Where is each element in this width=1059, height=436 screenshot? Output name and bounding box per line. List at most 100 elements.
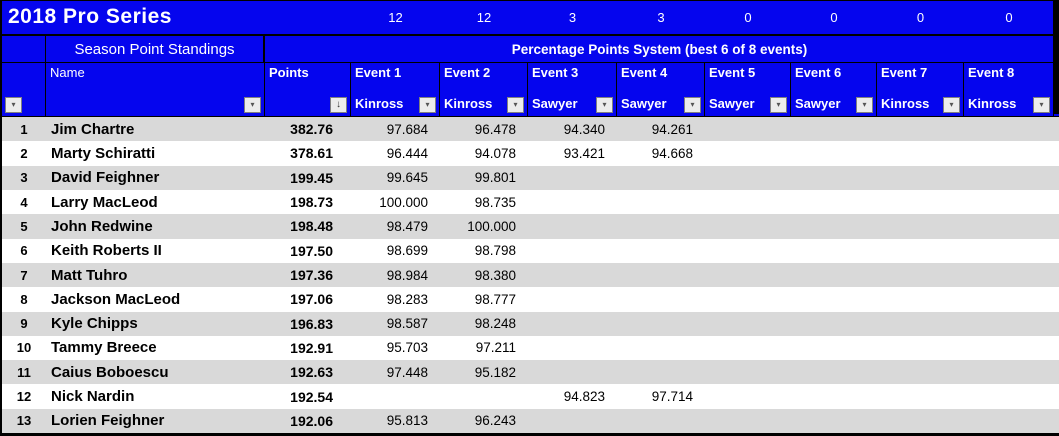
event-score-cell — [964, 312, 1054, 336]
player-name-cell: Kyle Chipps — [51, 315, 138, 333]
event-score-cell: 99.801 — [474, 170, 516, 186]
event-score-cell — [617, 263, 705, 287]
header-right-border — [1053, 1, 1059, 114]
event-score-cell — [791, 360, 877, 384]
points-column-header: Points ↓ — [265, 63, 351, 116]
event-filter-button[interactable]: ▾ — [507, 97, 524, 113]
event-score-cell — [617, 287, 705, 311]
column-header-row: ▾ Name ▾ Points ↓ Event 1 Kinross ▾ Event 2… — [2, 63, 1059, 117]
event-filter-button[interactable]: ▾ — [1033, 97, 1050, 113]
event-filter-button[interactable]: ▾ — [684, 97, 701, 113]
points-cell: 192.91 — [290, 339, 333, 356]
event-score-cell: 97.714 — [651, 389, 693, 405]
event-score-cell: 98.984 — [386, 267, 428, 283]
event-score-cell — [964, 384, 1054, 408]
event-entry-count: 3 — [568, 10, 577, 25]
rank-cell: 3 — [20, 170, 28, 186]
event-filter-button[interactable]: ▾ — [419, 97, 436, 113]
event-score-cell — [791, 141, 877, 165]
event-filter-button[interactable]: ▾ — [596, 97, 613, 113]
event-score-cell — [791, 336, 877, 360]
table-row: 3 David Feighner 199.45 99.645 99.801 — [2, 165, 1059, 190]
points-column-label: Points — [269, 65, 309, 80]
event-score-cell — [964, 166, 1054, 190]
rank-cell: 11 — [17, 364, 31, 380]
event-score-cell — [791, 239, 877, 263]
event-score-cell — [528, 239, 617, 263]
event-score-cell — [877, 117, 964, 141]
event-score-cell — [877, 214, 964, 238]
row-edge-spacer — [1054, 409, 1059, 433]
table-row: 2 Marty Schiratti 378.61 96.444 94.078 93.421… — [2, 141, 1059, 166]
event-filter-button[interactable]: ▾ — [770, 97, 787, 113]
event-entry-count: 12 — [476, 10, 492, 25]
points-sort-filter-button[interactable]: ↓ — [330, 97, 347, 113]
event-score-cell — [964, 360, 1054, 384]
player-name-cell: Matt Tuhro — [51, 266, 128, 284]
player-name-cell: Jackson MacLeod — [51, 290, 181, 308]
event-score-cell: 97.448 — [386, 364, 428, 380]
event-label: Event 3 — [532, 65, 579, 80]
event-score-cell: 94.261 — [651, 121, 693, 137]
table-row: 4 Larry MacLeod 198.73 100.000 98.735 — [2, 189, 1059, 215]
event-score-cell: 95.182 — [474, 364, 516, 380]
event-score-cell — [964, 214, 1054, 238]
event-entry-count: 0 — [744, 10, 752, 25]
event-label: Event 5 — [709, 65, 756, 80]
points-cell: 192.63 — [290, 364, 333, 381]
event-score-cell: 95.703 — [386, 340, 428, 356]
event-label: Event 2 — [444, 65, 491, 80]
points-cell: 192.06 — [290, 412, 333, 429]
rank-cell: 8 — [20, 291, 28, 307]
filter-arrow-icon: ▾ — [11, 100, 16, 109]
player-name-cell: Tammy Breece — [51, 339, 157, 357]
event-score-cell — [877, 166, 964, 190]
table-row: 10 Tammy Breece 192.91 95.703 97.211 — [2, 335, 1059, 361]
event-column-header: Event 4 Sawyer ▾ — [617, 63, 705, 116]
points-cell: 197.06 — [290, 291, 333, 308]
filter-arrow-icon: ▾ — [250, 100, 255, 109]
table-row: 11 Caius Boboescu 192.63 97.448 95.182 — [2, 360, 1059, 385]
filter-arrow-icon: ▾ — [949, 100, 954, 109]
event-score-cell: 96.243 — [474, 413, 516, 429]
event-score-cell — [617, 239, 705, 263]
event-column-header: Event 8 Kinross ▾ — [964, 63, 1054, 116]
event-score-cell — [964, 263, 1054, 287]
event-score-cell — [964, 336, 1054, 360]
event-column-header: Event 1 Kinross ▾ — [351, 63, 440, 116]
event-score-cell — [528, 336, 617, 360]
rank-cell: 10 — [16, 340, 32, 356]
event-score-cell — [351, 384, 440, 408]
rank-cell: 6 — [20, 243, 28, 259]
event-score-cell — [705, 141, 791, 165]
event-score-cell — [705, 166, 791, 190]
event-score-cell — [877, 336, 964, 360]
event-filter-button[interactable]: ▾ — [943, 97, 960, 113]
event-label: Event 8 — [968, 65, 1015, 80]
event-score-cell: 97.211 — [475, 340, 516, 356]
table-row: 9 Kyle Chipps 196.83 98.587 98.248 — [2, 311, 1059, 336]
row-edge-spacer — [1054, 190, 1059, 214]
points-cell: 382.76 — [290, 121, 333, 138]
event-score-cell — [705, 287, 791, 311]
event-score-cell — [877, 312, 964, 336]
event-score-cell: 95.813 — [386, 413, 428, 429]
table-row: 13 Lorien Feighner 192.06 95.813 96.243 — [2, 408, 1059, 433]
event-venue-label: Sawyer — [709, 96, 755, 111]
event-score-cell — [440, 384, 528, 408]
event-score-cell — [877, 141, 964, 165]
filter-arrow-icon: ▾ — [1039, 100, 1044, 109]
event-filter-button[interactable]: ▾ — [856, 97, 873, 113]
row-edge-spacer — [1054, 141, 1059, 165]
event-score-cell — [791, 312, 877, 336]
event-score-cell — [791, 409, 877, 433]
table-row: 12 Nick Nardin 192.54 94.823 97.714 — [2, 384, 1059, 409]
rank-filter-button[interactable]: ▾ — [5, 97, 22, 113]
event-venue-label: Kinross — [444, 96, 493, 111]
event-entry-count: 0 — [1005, 10, 1013, 25]
name-filter-button[interactable]: ▾ — [244, 97, 261, 113]
event-label: Event 6 — [795, 65, 842, 80]
sort-filter-icon: ↓ — [336, 99, 341, 110]
event-venue-label: Sawyer — [532, 96, 578, 111]
